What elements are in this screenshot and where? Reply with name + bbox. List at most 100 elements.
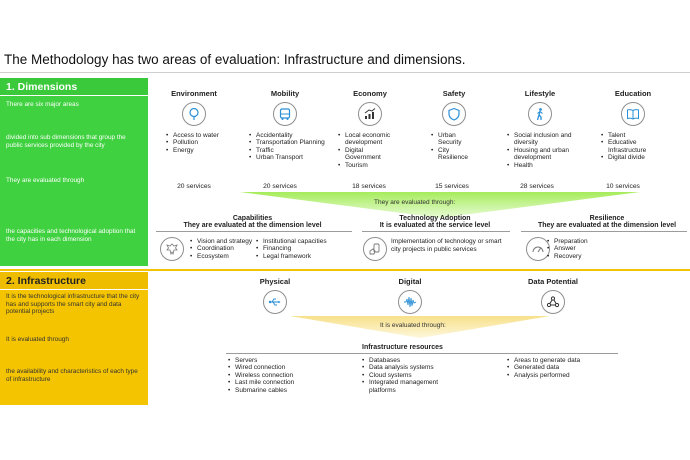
infrastructure-funnel-triangle <box>290 316 550 338</box>
list-item: Last mile connection <box>228 379 338 387</box>
list-item: Health <box>507 162 585 170</box>
list-item: Areas to generate data <box>507 357 617 365</box>
capabilities-subtitle: They are evaluated at the dimension leve… <box>183 222 322 229</box>
lifestyle-services: 28 services <box>520 183 554 190</box>
category-physical: Physical <box>230 277 320 314</box>
funnel-triangle <box>240 192 640 218</box>
infrastructure-text-1: It is the technological infrastructure t… <box>6 293 140 316</box>
list-item: Wireless connection <box>228 372 338 380</box>
dimensions-header: 1. Dimensions <box>0 78 148 96</box>
growth-chart-icon <box>358 102 382 126</box>
list-item: Legal framework <box>256 253 356 261</box>
network-icon <box>541 290 565 314</box>
infrastructure-resources-divider <box>226 353 618 354</box>
list-item: Wired connection <box>228 364 338 372</box>
safety-items: Urban Security City Resilience <box>431 132 475 162</box>
technology-divider <box>362 231 510 232</box>
capabilities-divider <box>156 231 352 232</box>
list-item: Ecosystem <box>190 253 268 261</box>
list-item: Answer <box>547 245 627 253</box>
resilience-items: Preparation Answer Recovery <box>547 238 627 261</box>
list-item: Urban Security <box>431 132 475 147</box>
book-icon <box>621 102 645 126</box>
list-item: Institutional capacities <box>256 238 356 246</box>
walking-person-icon <box>528 102 552 126</box>
list-item: Housing and urban development <box>507 147 585 162</box>
mobility-services: 20 services <box>263 183 297 190</box>
technology-subtitle: It is evaluated at the service level <box>379 222 491 229</box>
dimensions-panel <box>0 78 148 266</box>
list-item: Energy <box>166 147 238 155</box>
resilience-subtitle: They are evaluated at the dimension leve… <box>537 222 677 229</box>
section-divider <box>0 269 690 271</box>
list-item: Accidentality <box>249 132 329 140</box>
list-item: Databases <box>362 357 462 365</box>
infrastructure-panel <box>0 272 148 405</box>
list-item: Transportation Planning <box>249 139 329 147</box>
category-data-potential: Data Potential <box>508 277 598 314</box>
list-item: Pollution <box>166 139 238 147</box>
list-item: Traffic <box>249 147 329 155</box>
list-item: Educative Infrastructure <box>601 139 661 154</box>
technology-title: Technology Adoption <box>399 215 471 222</box>
category-digital: Digital <box>365 277 455 314</box>
technology-text: Implementation of technology or smart ci… <box>391 238 502 253</box>
education-services: 10 services <box>606 183 640 190</box>
list-item: Analysis performed <box>507 372 617 380</box>
infrastructure-evaluated-label: It is evaluated through: <box>380 322 446 329</box>
category-lifestyle: Lifestyle <box>495 89 585 126</box>
capabilities-col1: Vision and strategy Coordination Ecosyst… <box>190 238 268 261</box>
category-mobility: Mobility <box>240 89 330 126</box>
list-item: Financing <box>256 245 356 253</box>
eagle-emblem-icon <box>160 237 184 261</box>
economy-services: 18 services <box>352 183 386 190</box>
resilience-title: Resilience <box>589 215 625 222</box>
category-safety: Safety <box>409 89 499 126</box>
list-item: Data analysis systems <box>362 364 462 372</box>
usb-icon <box>263 290 287 314</box>
list-item: Digital divide <box>601 154 661 162</box>
environment-services: 20 services <box>177 183 211 190</box>
list-item: Submarine cables <box>228 387 338 395</box>
list-item: Servers <box>228 357 338 365</box>
title-divider <box>0 72 690 73</box>
lifestyle-items: Social inclusion and diversity Housing a… <box>507 132 585 169</box>
infrastructure-col3: Areas to generate data Generated data An… <box>507 357 617 380</box>
list-item: Vision and strategy <box>190 238 268 246</box>
list-item: Recovery <box>547 253 627 261</box>
bus-icon <box>273 102 297 126</box>
mobility-items: Accidentality Transportation Planning Tr… <box>249 132 329 162</box>
list-item: Local economic development <box>338 132 398 147</box>
infrastructure-text-3: the availability and characteristics of … <box>6 368 138 383</box>
infrastructure-col1: Servers Wired connection Wireless connec… <box>228 357 338 394</box>
infrastructure-header: 2. Infrastructure <box>0 272 148 290</box>
category-environment: Environment <box>149 89 239 126</box>
shield-icon <box>442 102 466 126</box>
environment-items: Access to water Pollution Energy <box>166 132 238 155</box>
evaluated-through-label: They are evaluated through: <box>374 199 456 206</box>
list-item: Talent <box>601 132 661 140</box>
category-education: Education <box>588 89 678 126</box>
list-item: Integrated management platforms <box>362 379 462 394</box>
list-item: Coordination <box>190 245 268 253</box>
technology-block: Technology Adoption It is evaluated at t… <box>360 215 510 229</box>
list-item: Urban Transport <box>249 154 329 162</box>
list-item: Generated data <box>507 364 617 372</box>
dimensions-text-4: the capacities and technological adoptio… <box>6 228 136 243</box>
category-economy: Economy <box>325 89 415 126</box>
dimensions-text-1: There are six major areas <box>6 101 79 108</box>
list-item: Preparation <box>547 238 627 246</box>
list-item: Social inclusion and diversity <box>507 132 585 147</box>
signal-wave-icon <box>398 290 422 314</box>
dimensions-text-3: They are evaluated through <box>6 177 85 184</box>
list-item: Tourism <box>338 162 398 170</box>
education-items: Talent Educative Infrastructure Digital … <box>601 132 661 162</box>
list-item: City Resilience <box>431 147 475 162</box>
tree-icon <box>182 102 206 126</box>
capabilities-col2: Institutional capacities Financing Legal… <box>256 238 356 261</box>
dimensions-text-2: divided into sub dimensions that group t… <box>6 134 126 149</box>
resilience-divider <box>521 231 687 232</box>
resilience-block: Resilience They are evaluated at the dim… <box>524 215 690 229</box>
capabilities-block: Capabilities They are evaluated at the d… <box>150 215 355 229</box>
page-title: The Methodology has two areas of evaluat… <box>4 52 466 67</box>
